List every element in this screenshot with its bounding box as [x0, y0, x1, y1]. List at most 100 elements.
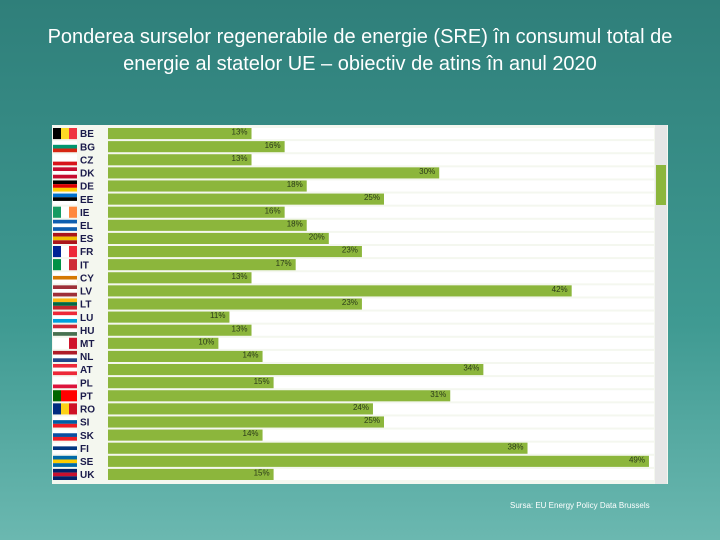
y-tick-label: MT — [80, 339, 94, 350]
y-tick-label: NL — [80, 352, 93, 363]
row-bg — [108, 324, 654, 336]
bar — [108, 324, 252, 336]
value-label: 14% — [243, 429, 259, 438]
y-tick-label: LT — [80, 300, 91, 311]
y-tick-label: UK — [80, 470, 95, 481]
flag — [53, 154, 77, 158]
y-tick-label: DE — [80, 182, 94, 193]
value-label: 13% — [232, 324, 248, 333]
flag — [69, 337, 77, 349]
value-label: 34% — [463, 364, 479, 373]
y-tick-label: FI — [80, 444, 89, 455]
bar — [108, 167, 440, 179]
row-bg — [108, 141, 654, 153]
flag — [69, 390, 77, 402]
flag — [53, 420, 77, 424]
row-bg — [108, 403, 654, 415]
flag — [53, 305, 77, 310]
y-tick-label: SK — [80, 431, 95, 442]
value-label: 38% — [508, 442, 524, 451]
flag — [53, 184, 77, 188]
y-tick-label: CZ — [80, 155, 93, 166]
value-label: 15% — [254, 469, 270, 478]
flag — [53, 148, 77, 153]
bar — [108, 377, 274, 389]
flag — [53, 416, 77, 421]
value-label: 13% — [232, 272, 248, 281]
flag — [53, 442, 77, 447]
value-label: 24% — [353, 403, 369, 412]
bar — [108, 442, 528, 454]
row-bg — [108, 429, 654, 441]
bar — [108, 416, 384, 428]
y-tick-label: BG — [80, 142, 95, 153]
flag — [53, 364, 77, 368]
flag — [53, 367, 77, 372]
row-bg — [108, 272, 654, 284]
y-tick-label: LU — [80, 313, 93, 324]
value-label: 18% — [287, 180, 303, 189]
row-bg — [108, 311, 654, 323]
flag — [53, 302, 77, 306]
flag — [53, 298, 77, 303]
y-tick-label: ES — [80, 234, 94, 245]
scrollbar — [655, 125, 667, 484]
bar — [108, 232, 329, 244]
bar — [108, 206, 285, 218]
value-label: 13% — [232, 154, 248, 163]
y-tick-label: LV — [80, 287, 92, 298]
row-bg — [108, 377, 654, 389]
flag — [53, 324, 77, 329]
bar — [108, 455, 649, 467]
flag — [53, 141, 77, 145]
flag — [53, 337, 61, 349]
chart-title: Ponderea surselor regenerabile de energi… — [47, 26, 673, 75]
bar — [108, 180, 307, 192]
flag — [53, 403, 61, 415]
bar — [108, 285, 572, 297]
value-label: 17% — [276, 259, 292, 268]
flag — [53, 455, 77, 460]
flag — [61, 390, 69, 402]
value-label: 18% — [287, 219, 303, 228]
flag — [53, 433, 77, 437]
row-bg — [108, 128, 654, 140]
y-tick-label: AT — [80, 365, 93, 376]
flag — [53, 157, 77, 162]
flag — [53, 206, 61, 218]
flag — [53, 446, 77, 451]
flag — [53, 197, 77, 201]
source: Sursa: EU Energy Policy Data Brussels — [510, 501, 650, 510]
bar — [108, 390, 451, 402]
flag — [53, 429, 77, 434]
flag — [53, 468, 77, 473]
row-bg — [108, 468, 654, 480]
bar — [108, 350, 263, 362]
y-tick-label: FR — [80, 247, 94, 258]
flag — [69, 128, 77, 140]
bar — [108, 154, 252, 166]
bar — [108, 193, 384, 205]
bar — [108, 337, 219, 349]
y-tick-label: RO — [80, 405, 95, 416]
flag — [53, 377, 77, 381]
bar — [108, 364, 484, 376]
flag — [53, 219, 77, 224]
flag — [53, 193, 77, 198]
row-bg — [108, 154, 654, 166]
flag — [53, 200, 77, 205]
row-bg — [108, 259, 654, 271]
flag — [53, 161, 77, 166]
y-tick-label: BE — [80, 129, 94, 140]
value-label: 15% — [254, 377, 270, 386]
flag — [53, 358, 77, 362]
y-tick-label: SI — [80, 418, 90, 429]
y-tick-label: PL — [80, 378, 93, 389]
flag — [53, 240, 77, 244]
flag — [53, 328, 77, 333]
flag — [53, 332, 77, 336]
flag — [53, 171, 77, 175]
flag — [53, 272, 77, 276]
